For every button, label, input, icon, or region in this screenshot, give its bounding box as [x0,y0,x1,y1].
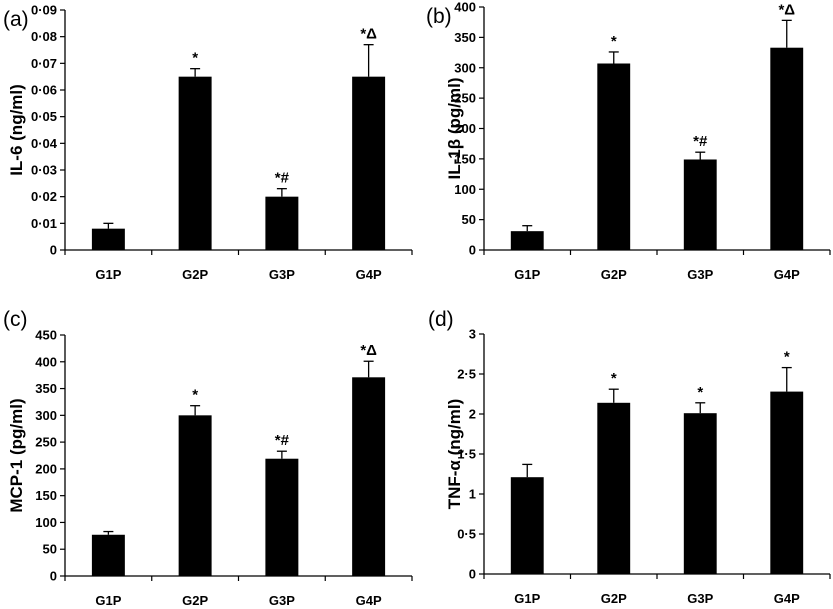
panel-c: (c) MCP-1 (pg/ml) 0 50 100 150 200 250 300 350 400… [3,308,413,608]
y-tick-label: 1·5 [457,447,476,462]
significance-marker: * [697,384,703,401]
y-tick-label: 250 [35,435,57,450]
panel-letter: (c) [3,308,28,331]
bar [265,458,299,576]
y-tick-label: 350 [454,30,476,45]
significance-marker: *# [275,170,290,187]
bar [683,413,717,574]
x-tick-label: G2P [182,267,208,282]
bar [510,477,544,574]
bar [265,196,299,250]
y-tick-label: 300 [454,60,476,75]
y-tick-label: 300 [35,408,57,423]
significance-marker: * [611,33,617,50]
bar [770,47,804,250]
significance-marker: * [784,349,790,366]
x-tick-label: G4P [774,591,800,606]
y-axis-label: MCP-1 (pg/ml) [7,398,26,512]
bar [770,391,804,574]
y-tick-label: 0·5 [457,527,476,542]
x-tick-label: G4P [356,593,382,608]
y-tick-label: 0·04 [31,136,58,151]
significance-marker: *# [275,432,290,449]
x-tick-label: G1P [95,267,121,282]
y-tick-label: 200 [35,461,57,476]
y-tick-label: 0·07 [31,56,57,71]
x-tick-label: G2P [601,591,627,606]
y-tick-label: 350 [35,381,57,396]
y-axis-label: IL-1β (pg/ml) [445,78,464,180]
bar [597,63,631,251]
y-tick-label: 0 [469,567,476,582]
x-tick-label: G4P [356,267,382,282]
bar [683,159,717,250]
y-tick-label: 2·5 [457,367,476,382]
y-tick-label: 0 [50,243,57,258]
y-axis-label: TNF-α (ng/ml) [445,399,464,510]
x-tick-label: G3P [269,267,295,282]
bar [178,76,212,251]
y-tick-label: 0·01 [31,216,57,231]
panel-letter: (b) [426,5,452,28]
y-tick-label: 50 [43,542,57,557]
y-tick-label: 100 [35,515,57,530]
y-tick-label: 0 [469,243,476,258]
y-tick-label: 0·02 [31,189,57,204]
y-tick-label: 400 [454,0,476,15]
y-tick-label: 250 [454,91,476,106]
y-tick-label: 200 [454,121,476,136]
y-tick-label: 0·08 [31,29,57,44]
bar [597,402,631,574]
significance-marker: *Δ [360,26,377,43]
y-tick-label: 0·09 [31,3,57,18]
x-tick-label: G3P [269,593,295,608]
panel-letter: (d) [428,308,454,331]
panel-letter: (a) [3,8,29,31]
y-tick-label: 50 [462,212,476,227]
x-tick-label: G1P [95,593,121,608]
y-tick-label: 400 [35,354,57,369]
y-axis-label: IL-6 (ng/ml) [7,84,26,176]
y-tick-label: 0·05 [31,109,57,124]
bar [91,534,125,576]
significance-marker: *# [693,133,708,150]
x-tick-label: G1P [514,267,540,282]
y-tick-label: 0·03 [31,163,57,178]
bar [91,228,125,250]
x-tick-label: G4P [774,267,800,282]
significance-marker: * [192,387,198,404]
y-tick-label: 450 [35,328,57,343]
x-tick-label: G1P [514,591,540,606]
bar [352,377,386,576]
y-tick-label: 1 [469,487,476,502]
significance-marker: * [192,50,198,67]
y-tick-label: 100 [454,182,476,197]
y-tick-label: 150 [35,488,57,503]
panel-a: (a) IL-6 (ng/ml) 0 0·01 0·02 0·03 0·04 0·05 0·06… [3,3,413,282]
x-tick-label: G3P [687,267,713,282]
x-tick-label: G2P [182,593,208,608]
y-tick-label: 0 [50,569,57,584]
y-tick-label: 150 [454,151,476,166]
bar [510,231,544,250]
y-tick-label: 2 [469,407,476,422]
y-tick-label: 0·06 [31,83,57,98]
bar [352,76,386,251]
x-tick-label: G2P [601,267,627,282]
x-tick-label: G3P [687,591,713,606]
bar [178,415,212,576]
panel-b: (b) IL-1β (pg/ml) 0 50 100 150 200 250 300 350 400… [426,0,831,282]
significance-marker: *Δ [778,1,795,18]
y-tick-label: 3 [469,327,476,342]
significance-marker: * [611,370,617,387]
panel-d: (d) TNF-α (ng/ml) 0 0·5 1 1·5 2 2·5 3 G1P G2P * G3P *… [428,308,831,606]
significance-marker: *Δ [360,342,377,359]
